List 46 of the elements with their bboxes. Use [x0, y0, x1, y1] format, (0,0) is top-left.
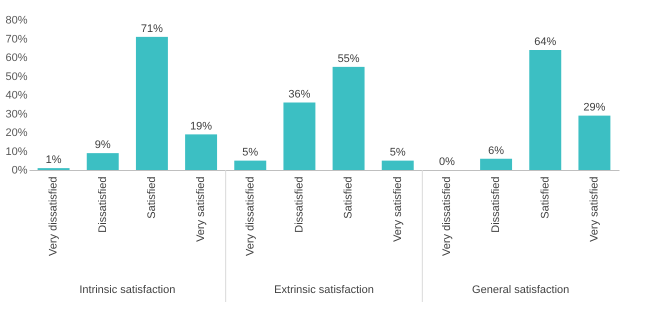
data-label: 1% [46, 154, 62, 166]
x-tick-label: Dissatisfied [490, 176, 502, 233]
y-tick-label: 20% [5, 127, 28, 139]
data-label: 6% [488, 144, 504, 157]
text: Intrinsic satisfaction [79, 284, 176, 296]
bar [136, 36, 168, 170]
data-label: 5% [390, 146, 406, 159]
x-tick-label: Very satisfied [392, 176, 404, 242]
y-tick-label: 50% [5, 70, 28, 83]
x-tick-label: Dissatisfied [96, 176, 109, 233]
y-tick-label: 0% [12, 164, 28, 176]
bar [480, 158, 512, 170]
bar [529, 50, 562, 170]
x-tick-label: Very dissatisfied [244, 176, 256, 256]
data-label: 64% [534, 36, 556, 48]
x-tick-label: Very dissatisfied [440, 176, 453, 256]
bar [382, 160, 414, 170]
x-tick-label: Satisfied [342, 176, 355, 219]
bar [234, 160, 266, 170]
data-label: 55% [338, 52, 360, 65]
data-label: 19% [190, 120, 212, 132]
x-tick-label: Satisfied [146, 176, 158, 219]
bar [578, 116, 610, 170]
data-label: 71% [140, 22, 164, 35]
x-tick-label: Satisfied [539, 176, 552, 219]
data-label: 0% [438, 156, 456, 168]
y-tick-label: 40% [5, 90, 28, 102]
x-tick-label: Very dissatisfied [48, 176, 60, 256]
bar [332, 66, 365, 170]
y-tick-label: 10% [5, 146, 28, 158]
text: Extrinsic satisfaction [274, 284, 374, 296]
data-label: 29% [583, 102, 606, 114]
bar [185, 134, 218, 170]
y-tick-label: 30% [5, 108, 28, 120]
data-label: 5% [242, 146, 258, 159]
data-label: 9% [94, 139, 111, 152]
y-tick-label: 70% [5, 33, 28, 46]
bar [283, 102, 316, 170]
y-tick-label: 80% [5, 14, 28, 26]
text: General satisfaction [472, 284, 570, 296]
y-tick-label: 60% [5, 52, 28, 64]
data-label: 36% [288, 88, 311, 100]
x-tick-label: Very satisfied [195, 176, 208, 242]
x-tick-label: Very satisfied [588, 176, 600, 242]
bar [86, 153, 119, 170]
x-tick-label: Dissatisfied [293, 176, 306, 233]
